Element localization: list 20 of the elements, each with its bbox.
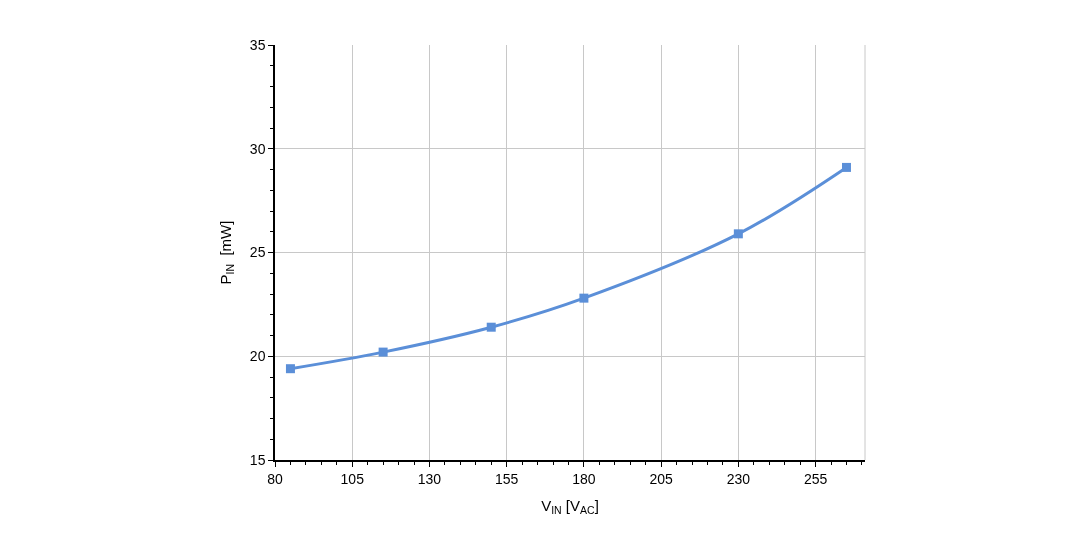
point	[579, 293, 589, 303]
x-tick-label: 180	[572, 470, 596, 487]
y-tick-label: 25	[249, 244, 266, 261]
point	[733, 229, 743, 239]
x-tick-label: 130	[417, 470, 442, 487]
point	[378, 347, 388, 357]
x-tick-label: 255	[803, 470, 828, 487]
point	[486, 322, 496, 332]
x-tick-label: 155	[495, 470, 519, 487]
x-tick-label: 205	[649, 470, 674, 487]
y-tick-label: 15	[249, 451, 266, 468]
point	[841, 162, 851, 172]
point	[285, 364, 295, 374]
x-tick-label: 105	[340, 470, 365, 487]
x-tick-label: 230	[726, 470, 751, 487]
y-tick-label: 20	[249, 348, 266, 365]
y-tick-label: 35	[249, 36, 266, 53]
y-tick-label: 30	[249, 140, 266, 157]
x-axis-title: V$_{IN}$ [V$_{AC}$]	[541, 497, 599, 517]
x-tick-label: 80	[267, 470, 283, 487]
